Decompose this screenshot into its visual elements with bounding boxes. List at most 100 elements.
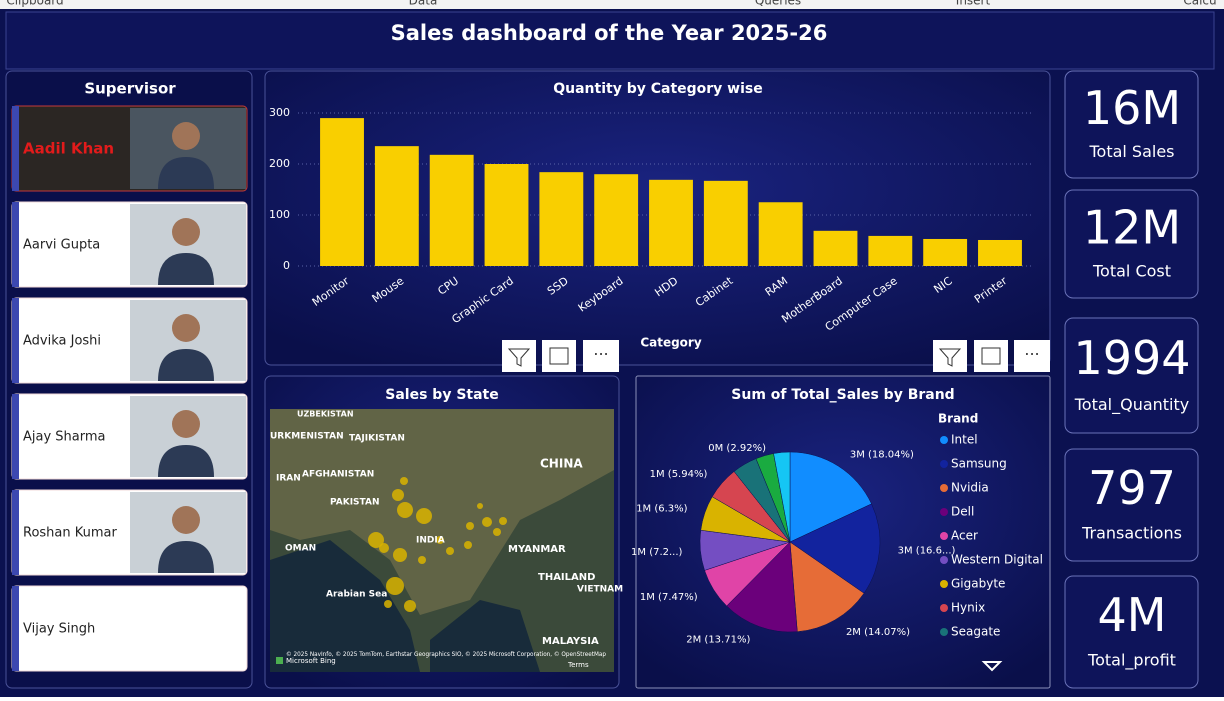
kpi-label: Total_Quantity: [1074, 395, 1190, 415]
photo-head: [172, 410, 200, 438]
map-label: MYANMAR: [508, 544, 566, 555]
more-icon: ···: [1024, 345, 1039, 364]
legend-label: Seagate: [951, 625, 1000, 639]
legend-marker: [940, 628, 948, 636]
x-axis-title: Category: [640, 336, 702, 350]
map-bubble: [384, 600, 392, 608]
data-label: 0M (2.92%): [708, 443, 766, 454]
focus-button[interactable]: [542, 340, 576, 372]
legend-marker: [940, 436, 948, 444]
selection-bar: [12, 202, 19, 287]
map-bubble: [446, 547, 454, 555]
map-label: Arabian Sea: [326, 590, 387, 600]
ribbon-label: Calcu: [1183, 0, 1216, 8]
map-label: URKMENISTAN: [270, 432, 344, 442]
legend-label: Intel: [951, 433, 978, 447]
map-bubble: [464, 541, 472, 549]
bar: [813, 230, 858, 266]
map-label: IRAN: [276, 474, 301, 484]
pie-slice: [789, 451, 872, 543]
y-tick-label: 0: [283, 259, 290, 272]
kpi-label: Transactions: [1081, 524, 1182, 543]
supervisor-name: Aarvi Gupta: [23, 238, 100, 253]
data-label: 1M (7.2...): [631, 547, 683, 558]
more-button[interactable]: [1014, 340, 1050, 372]
filter-icon: [507, 348, 531, 367]
legend-label: Hynix: [951, 601, 985, 615]
kpi-card: [1064, 448, 1199, 562]
kpi-value: 16M: [1083, 81, 1181, 135]
kpi-label: Total_profit: [1087, 651, 1176, 671]
chart-title: Quantity by Category wise: [553, 81, 763, 97]
map-bubble: [466, 522, 474, 530]
map-terms: Terms: [567, 661, 589, 669]
kpi-value: 4M: [1098, 588, 1167, 642]
map-label: AFGHANISTAN: [302, 470, 374, 480]
photo-body: [158, 541, 214, 573]
selection-bar: [12, 394, 19, 479]
legend-label: Nvidia: [951, 481, 989, 495]
ribbon-label: Clipboard: [6, 0, 63, 8]
legend-label: Acer: [951, 529, 978, 543]
focus-icon: [981, 347, 1001, 365]
header-panel: [5, 11, 1215, 70]
map-label: VIETNAM: [577, 585, 623, 595]
bar: [429, 154, 474, 266]
data-label: 1M (5.94%): [650, 469, 708, 480]
map-bubble: [386, 577, 404, 595]
map-bubble: [368, 532, 384, 548]
kpi-card: [1064, 189, 1199, 299]
pie-slice: [726, 541, 798, 633]
sea: [270, 540, 420, 672]
pie-slice: [789, 541, 865, 632]
chart-title: Sum of Total_Sales by Brand: [731, 387, 954, 403]
map-bubble: [397, 502, 413, 518]
legend-label: Samsung: [951, 457, 1007, 471]
legend-marker: [940, 460, 948, 468]
bar: [539, 172, 584, 266]
map-bubble: [499, 517, 507, 525]
filter-button[interactable]: [502, 340, 536, 372]
more-button[interactable]: [583, 340, 619, 372]
supervisor-name: Advika Joshi: [23, 334, 101, 349]
photo-body: [158, 157, 214, 189]
ribbon-label: Queries: [755, 0, 801, 8]
bar: [758, 202, 803, 266]
focus-icon: [549, 347, 569, 365]
ribbon-label: Data: [409, 0, 438, 8]
photo-body: [158, 445, 214, 477]
data-label: 1M (6.3%): [636, 503, 687, 514]
legend-label: Gigabyte: [951, 577, 1005, 591]
bing-logo: [276, 657, 283, 664]
legend-scroll[interactable]: [981, 661, 1003, 672]
map-bubble: [400, 477, 408, 485]
map-bubble: [393, 548, 407, 562]
bar: [868, 235, 913, 266]
pie-slice: [773, 451, 791, 543]
filter-button[interactable]: [933, 340, 967, 372]
y-tick-label: 100: [269, 208, 290, 221]
map-label: CHINA: [540, 457, 583, 471]
map-bubble: [404, 600, 416, 612]
map-label: PAKISTAN: [330, 498, 379, 508]
selection-bar: [12, 106, 19, 191]
focus-button[interactable]: [974, 340, 1008, 372]
legend-marker: [940, 508, 948, 516]
legend-marker: [940, 604, 948, 612]
y-tick-label: 300: [269, 106, 290, 119]
legend-marker: [940, 556, 948, 564]
map-label: MALAYSIA: [542, 636, 599, 647]
land: [270, 409, 614, 615]
legend-label: Dell: [951, 505, 974, 519]
kpi-value: 1994: [1073, 331, 1190, 385]
kpi-value: 12M: [1083, 201, 1181, 255]
more-icon: ···: [593, 345, 608, 364]
legend-label: Western Digital: [951, 553, 1043, 567]
selection-bar: [12, 490, 19, 575]
bar: [594, 174, 639, 266]
bar: [703, 180, 748, 266]
map-label: UZBEKISTAN: [297, 410, 354, 419]
map-label: OMAN: [285, 544, 316, 554]
kpi-value: 797: [1088, 461, 1176, 515]
